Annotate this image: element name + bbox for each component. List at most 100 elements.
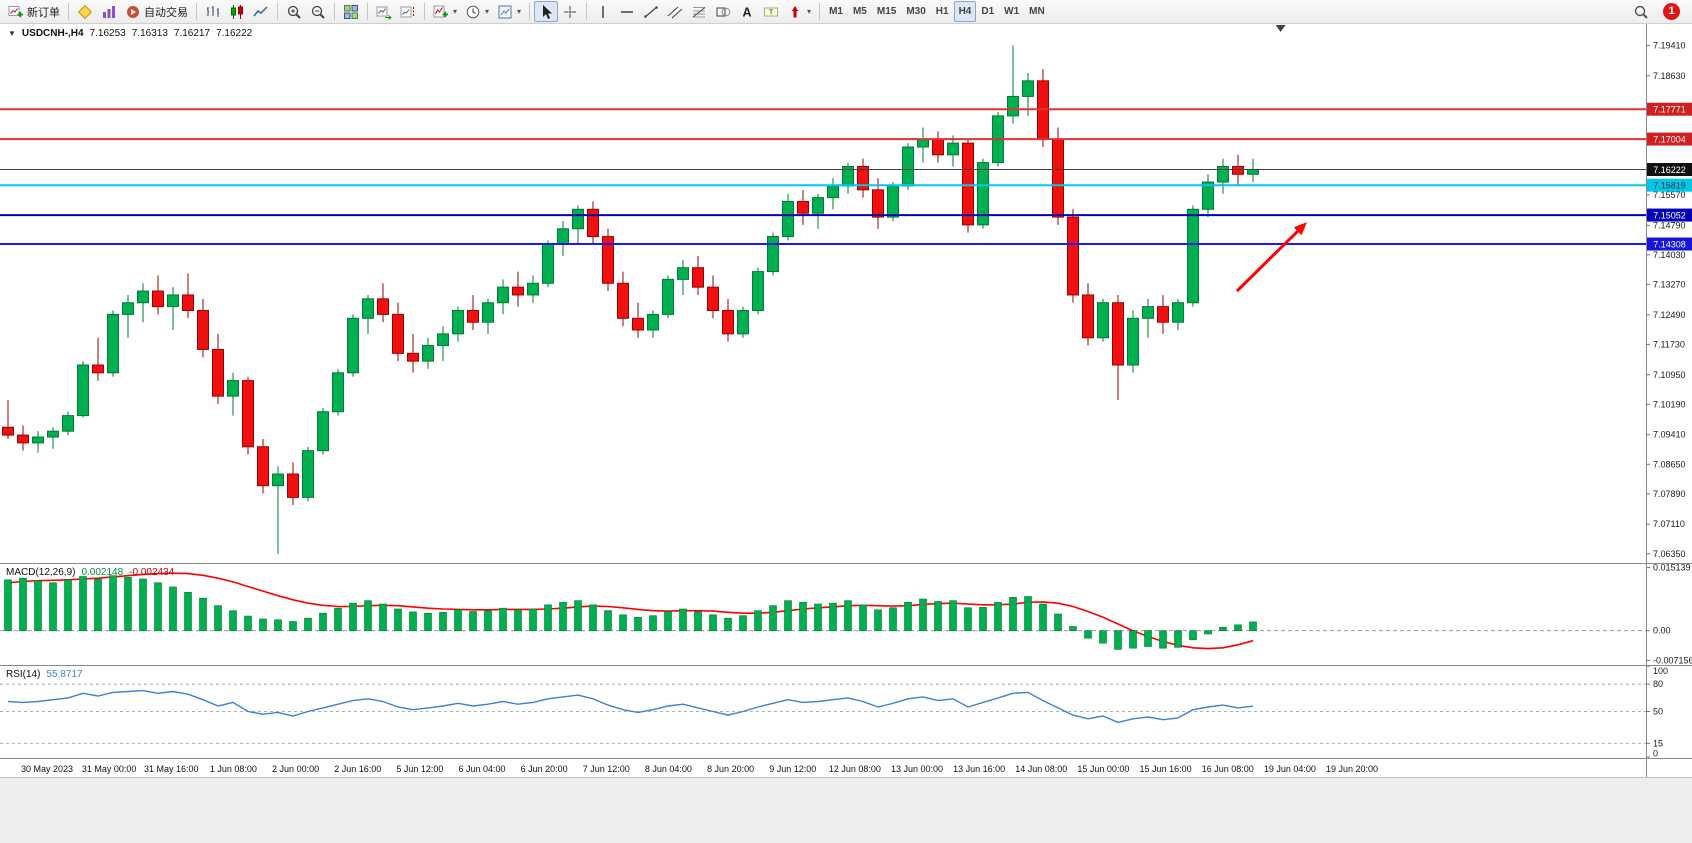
price-tick-label: 7.08650 <box>1653 459 1686 469</box>
candle <box>692 267 704 288</box>
search-button[interactable] <box>1629 1 1653 22</box>
timeframe-m15-button[interactable]: M15 <box>872 1 901 22</box>
timeframe-h1-button[interactable]: H1 <box>931 1 954 22</box>
bar-chart-button[interactable] <box>201 1 225 22</box>
candle <box>212 348 224 397</box>
fibonacci-button[interactable] <box>687 1 711 22</box>
candle <box>437 333 449 347</box>
ohlc-high: 7.16313 <box>131 28 168 39</box>
price-tick-label: 7.06350 <box>1653 549 1686 559</box>
candle <box>227 380 239 397</box>
line-chart-button[interactable] <box>249 1 273 22</box>
autotrading-icon <box>125 4 141 20</box>
chart-canvas[interactable]: 7.19410 7.18630 7.15570 7.14790 7.14030 7.132… <box>0 24 1692 843</box>
dropdown-arrow-icon: ▾ <box>807 7 812 16</box>
timeframe-w1-button[interactable]: W1 <box>999 1 1024 22</box>
price-tick-label: 7.09410 <box>1653 430 1686 440</box>
templates-button[interactable]: ▾ <box>493 1 525 22</box>
price-tick-label: 7.11730 <box>1653 339 1685 349</box>
shapes-button[interactable] <box>711 1 735 22</box>
candle <box>1007 95 1019 117</box>
new-order-button[interactable]: 新订单 <box>4 1 64 22</box>
candle <box>1157 306 1169 323</box>
chart-background <box>0 24 1692 843</box>
candle <box>722 310 734 335</box>
one-click-trading-arrow-icon[interactable]: ▼ <box>8 29 16 38</box>
vertical-line-button[interactable] <box>591 1 615 22</box>
price-level-lines[interactable] <box>0 108 1646 246</box>
price-badge-7.17771 <box>1647 102 1692 116</box>
candle <box>452 310 464 335</box>
candle <box>362 298 374 319</box>
price-tick-label: 7.10950 <box>1653 370 1686 380</box>
notifications-badge[interactable]: 1 <box>1663 3 1680 20</box>
timeframe-mn-button[interactable]: MN <box>1024 1 1050 22</box>
timeframe-m1-button-label: M1 <box>829 6 843 17</box>
horizontal-line-button[interactable] <box>615 1 639 22</box>
zoom-out-button[interactable] <box>306 1 330 22</box>
chart-shift-marker[interactable] <box>1275 25 1286 32</box>
candle <box>137 290 149 304</box>
periods-button[interactable]: ▾ <box>461 1 493 22</box>
timeframe-d1-button[interactable]: D1 <box>976 1 999 22</box>
timeframe-h4-button-label: H4 <box>958 6 972 17</box>
time-axis[interactable]: 30 May 2023 31 May 00:00 31 May 16:00 1 Jun… <box>21 764 1378 774</box>
candle <box>302 450 314 498</box>
candle <box>827 185 839 199</box>
autotrading-button[interactable]: 自动交易 <box>121 1 192 22</box>
candle <box>962 142 974 226</box>
timeframe-m5-button[interactable]: M5 <box>848 1 872 22</box>
zoom-in-button[interactable] <box>282 1 306 22</box>
timeframe-m5-button-label: M5 <box>852 6 867 17</box>
candle <box>662 278 674 315</box>
tile-windows-button[interactable] <box>339 1 363 22</box>
toolbar-separator <box>277 3 278 20</box>
zoom-out-icon <box>310 4 326 20</box>
candle <box>17 434 29 444</box>
trendline-icon <box>643 4 659 20</box>
dropdown-arrow-icon: ▾ <box>485 7 490 16</box>
price-axis[interactable]: 7.19410 7.18630 7.15570 7.14790 7.14030 7.132… <box>1646 24 1692 777</box>
text-button[interactable]: A <box>735 1 759 22</box>
timeframe-h4-button[interactable]: H4 <box>953 1 977 22</box>
candle <box>152 290 164 308</box>
text-label-button[interactable]: T <box>759 1 783 22</box>
cursor-button[interactable] <box>534 1 559 22</box>
candle <box>767 236 779 273</box>
time-label: 14 Jun 08:00 <box>1015 764 1067 774</box>
candle <box>407 352 419 362</box>
label-icon: T <box>763 4 779 20</box>
arrows-button[interactable]: ▾ <box>783 1 815 22</box>
auto-scroll-icon <box>376 4 392 20</box>
channel-icon <box>667 4 683 20</box>
search-icon <box>1633 4 1649 20</box>
ohlc-close: 7.16222 <box>216 28 253 39</box>
timeframe-m1-button[interactable]: M1 <box>824 1 848 22</box>
time-label: 31 May 00:00 <box>82 764 137 774</box>
macd-axis-label: -0.007156 <box>1653 655 1692 665</box>
candle <box>947 142 959 156</box>
chart-area[interactable]: 7.19410 7.18630 7.15570 7.14790 7.14030 7.132… <box>0 24 1692 843</box>
candle <box>707 286 719 312</box>
trendline-button[interactable] <box>639 1 663 22</box>
market-watch-button[interactable] <box>97 1 121 22</box>
indicators-button[interactable]: ▾ <box>429 1 461 22</box>
line-icon <box>253 4 269 20</box>
equidistant-channel-button[interactable] <box>663 1 687 22</box>
candle <box>77 364 89 417</box>
timeframe-m30-button[interactable]: M30 <box>901 1 930 22</box>
candle <box>1082 294 1094 339</box>
price-badge-7.15819 <box>1647 178 1692 192</box>
time-label: 8 Jun 04:00 <box>645 764 692 774</box>
fibonacci-icon <box>691 4 707 20</box>
metaeditor-button[interactable] <box>73 1 97 22</box>
candle <box>602 236 614 284</box>
candlestick-chart-button[interactable] <box>225 1 249 22</box>
auto-scroll-button[interactable] <box>372 1 396 22</box>
chart-shift-button[interactable] <box>396 1 420 22</box>
price-badge-label: 7.14308 <box>1653 240 1686 250</box>
candle <box>92 364 104 374</box>
arrow-annotation[interactable] <box>1235 222 1307 293</box>
toolbar-separator <box>196 3 197 20</box>
crosshair-button[interactable] <box>558 1 582 22</box>
